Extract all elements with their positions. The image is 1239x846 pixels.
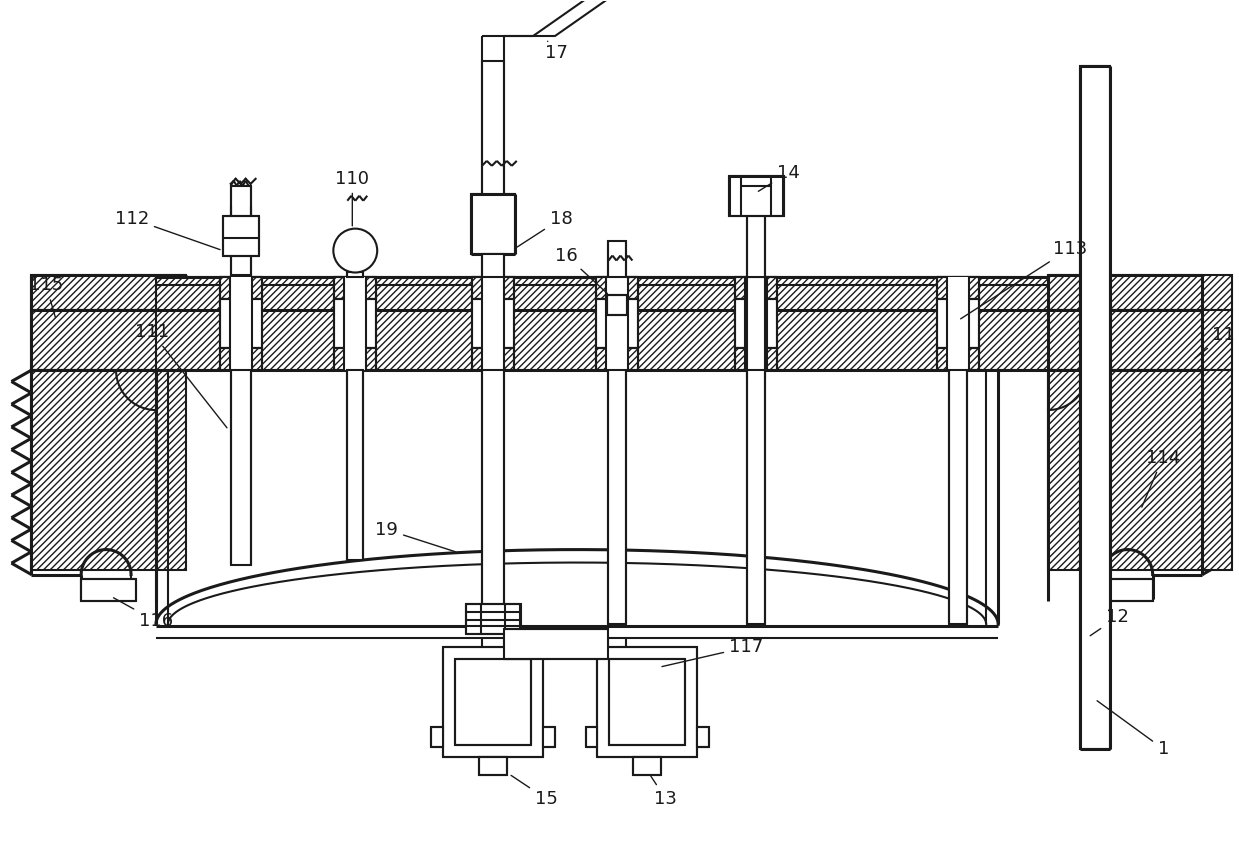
Bar — [219, 349, 261, 371]
Bar — [729, 176, 784, 216]
Bar — [431, 727, 444, 747]
Bar — [82, 580, 136, 602]
Bar — [1048, 371, 1233, 569]
Bar — [596, 277, 638, 299]
Bar — [479, 757, 507, 775]
Bar — [607, 295, 627, 316]
Bar — [606, 277, 628, 371]
Bar — [633, 757, 662, 775]
Bar — [347, 272, 363, 277]
Bar — [31, 310, 186, 371]
Text: 117: 117 — [662, 638, 763, 667]
Bar — [347, 371, 363, 559]
Bar — [219, 299, 261, 349]
Bar — [735, 277, 777, 299]
Text: 17: 17 — [545, 41, 567, 63]
Bar — [1048, 276, 1233, 310]
Circle shape — [333, 228, 377, 272]
Bar — [608, 240, 627, 277]
Bar — [608, 371, 627, 624]
Bar — [948, 277, 969, 371]
Bar — [1098, 580, 1152, 602]
Bar — [938, 277, 979, 299]
Bar — [949, 371, 968, 624]
Text: 15: 15 — [510, 776, 558, 808]
Bar — [586, 727, 597, 747]
Text: 18: 18 — [517, 210, 572, 247]
Bar — [335, 277, 377, 299]
Bar — [735, 299, 777, 349]
Bar — [597, 647, 698, 757]
Bar — [335, 299, 377, 349]
Bar — [230, 186, 250, 276]
Bar — [344, 277, 367, 371]
Bar — [156, 277, 1048, 371]
Text: 110: 110 — [336, 170, 369, 226]
Bar — [472, 349, 514, 371]
Bar — [31, 276, 186, 310]
Bar — [596, 299, 638, 349]
Text: 13: 13 — [650, 776, 678, 808]
Text: 114: 114 — [1142, 449, 1180, 507]
Bar — [610, 659, 685, 745]
Bar — [698, 727, 709, 747]
Bar — [229, 277, 252, 371]
Bar — [482, 61, 504, 194]
Bar — [31, 371, 186, 569]
Bar — [230, 371, 250, 564]
Bar — [596, 349, 638, 371]
Bar — [482, 277, 504, 371]
Bar — [335, 349, 377, 371]
Bar — [1080, 66, 1110, 749]
Text: 19: 19 — [375, 520, 455, 552]
Bar — [747, 277, 764, 377]
Text: 16: 16 — [555, 246, 607, 294]
Bar — [455, 659, 530, 745]
Bar — [223, 216, 259, 255]
Bar — [219, 277, 261, 299]
Bar — [938, 349, 979, 371]
Text: 116: 116 — [114, 598, 173, 630]
Bar — [482, 254, 504, 277]
Text: 112: 112 — [115, 210, 221, 250]
Bar — [747, 371, 764, 624]
Text: 1: 1 — [1097, 700, 1170, 758]
Bar — [735, 349, 777, 371]
Bar — [747, 201, 764, 277]
Text: 113: 113 — [960, 239, 1088, 319]
Text: 115: 115 — [28, 277, 63, 317]
Bar — [1048, 310, 1233, 371]
Text: 12: 12 — [1090, 608, 1129, 635]
Bar — [471, 194, 514, 254]
Text: 11: 11 — [1194, 327, 1235, 359]
Bar — [466, 604, 520, 634]
Bar — [745, 277, 767, 371]
Bar — [472, 299, 514, 349]
Bar — [482, 371, 504, 619]
Bar — [543, 727, 555, 747]
Bar — [504, 629, 608, 659]
Text: 111: 111 — [135, 323, 227, 428]
Text: 14: 14 — [758, 164, 799, 191]
Bar — [938, 299, 979, 349]
Bar — [444, 647, 543, 757]
Bar — [472, 277, 514, 299]
